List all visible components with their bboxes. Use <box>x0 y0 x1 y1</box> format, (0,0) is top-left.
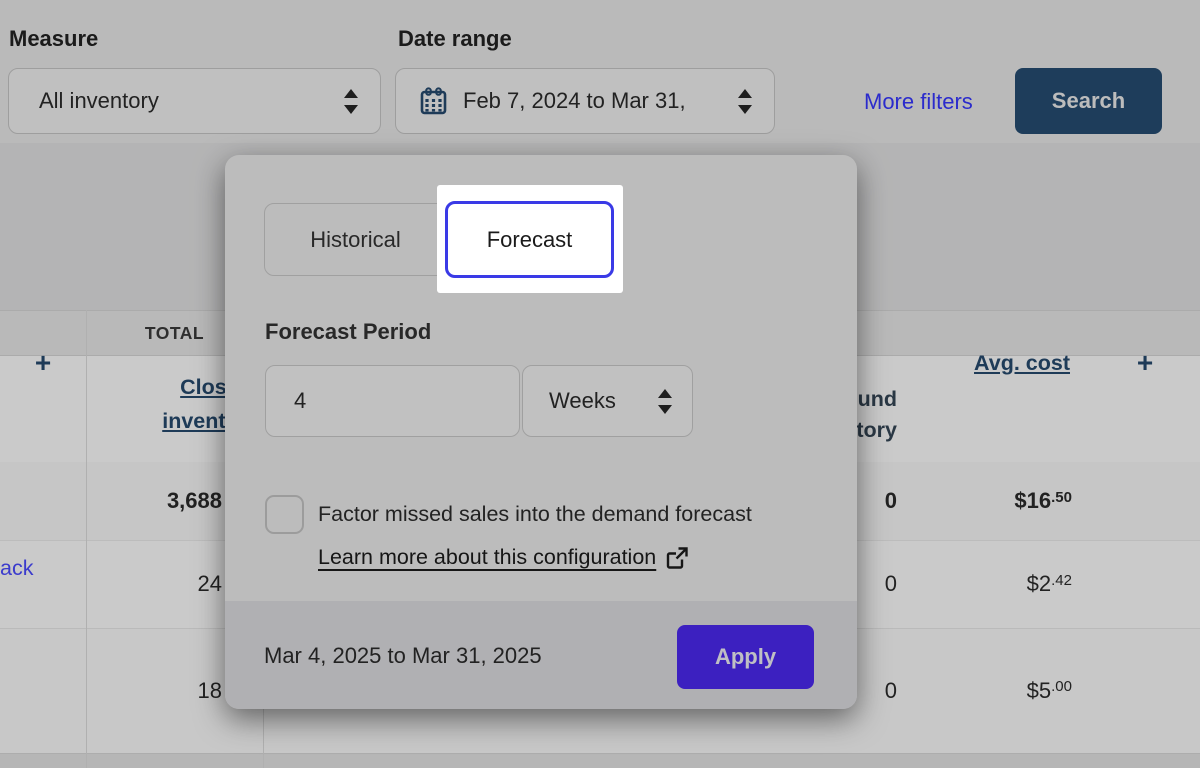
external-link-icon <box>666 546 688 569</box>
forecast-period-label: Forecast Period <box>265 319 432 344</box>
avg-cost-value: $2.42 <box>1026 571 1072 596</box>
product-link-fragment[interactable]: ack <box>0 556 34 580</box>
tab-forecast[interactable]: Forecast <box>445 201 614 278</box>
selected-range-text: Mar 4, 2025 to Mar 31, 2025 <box>264 643 542 668</box>
total-group-header: TOTAL <box>144 322 205 343</box>
truncated-column-header: und tory <box>856 387 897 442</box>
forecast-period-unit-select[interactable]: Weeks <box>522 365 693 437</box>
avg-cost-header[interactable]: Avg. cost <box>974 350 1070 375</box>
stepper-icon[interactable] <box>344 88 358 114</box>
column-divider <box>86 310 87 768</box>
closing-inventory-value: 3,688 <box>166 488 222 513</box>
inbound-value: 0 <box>884 571 897 596</box>
learn-more-link[interactable]: Learn more about this configuration <box>318 545 688 570</box>
add-column-left-button[interactable]: + <box>34 347 52 378</box>
date-range-value: Feb 7, 2024 to Mar 31, <box>463 88 686 113</box>
date-range-label: Date range <box>398 26 512 51</box>
search-button[interactable]: Search <box>1015 68 1162 134</box>
calendar-icon <box>420 86 447 116</box>
closing-inventory-value: 18 <box>197 677 222 703</box>
learn-more-label: Learn more about this configuration <box>318 545 657 569</box>
filter-bar: Measure All inventory Date range Fe <box>0 0 1200 143</box>
stepper-icon[interactable] <box>658 388 672 414</box>
add-column-right-button[interactable]: + <box>1136 347 1154 378</box>
missed-sales-checkbox[interactable] <box>265 495 304 534</box>
forecast-period-input[interactable]: 4 <box>265 365 520 437</box>
measure-label: Measure <box>9 26 99 51</box>
avg-cost-value: $16.50 <box>1014 488 1072 513</box>
date-range-select[interactable]: Feb 7, 2024 to Mar 31, <box>395 68 775 134</box>
tab-historical[interactable]: Historical <box>264 203 447 276</box>
avg-cost-value: $5.00 <box>1026 677 1072 703</box>
forecast-spotlight: Forecast <box>437 185 623 293</box>
inbound-value: 0 <box>884 677 897 703</box>
popup-footer: Mar 4, 2025 to Mar 31, 2025 Apply <box>225 601 857 709</box>
more-filters-link[interactable]: More filters <box>864 89 973 114</box>
forecast-period-value: 4 <box>294 388 307 413</box>
missed-sales-checkbox-label: Factor missed sales into the demand fore… <box>318 502 752 526</box>
measure-value: All inventory <box>39 88 159 113</box>
measure-select[interactable]: All inventory <box>8 68 381 134</box>
stepper-icon[interactable] <box>738 88 752 114</box>
closing-inventory-value: 24 <box>197 571 222 596</box>
apply-button[interactable]: Apply <box>677 625 814 689</box>
forecast-period-unit-value: Weeks <box>549 388 616 413</box>
inbound-value: 0 <box>884 488 897 513</box>
table-row-partial <box>0 753 1200 768</box>
